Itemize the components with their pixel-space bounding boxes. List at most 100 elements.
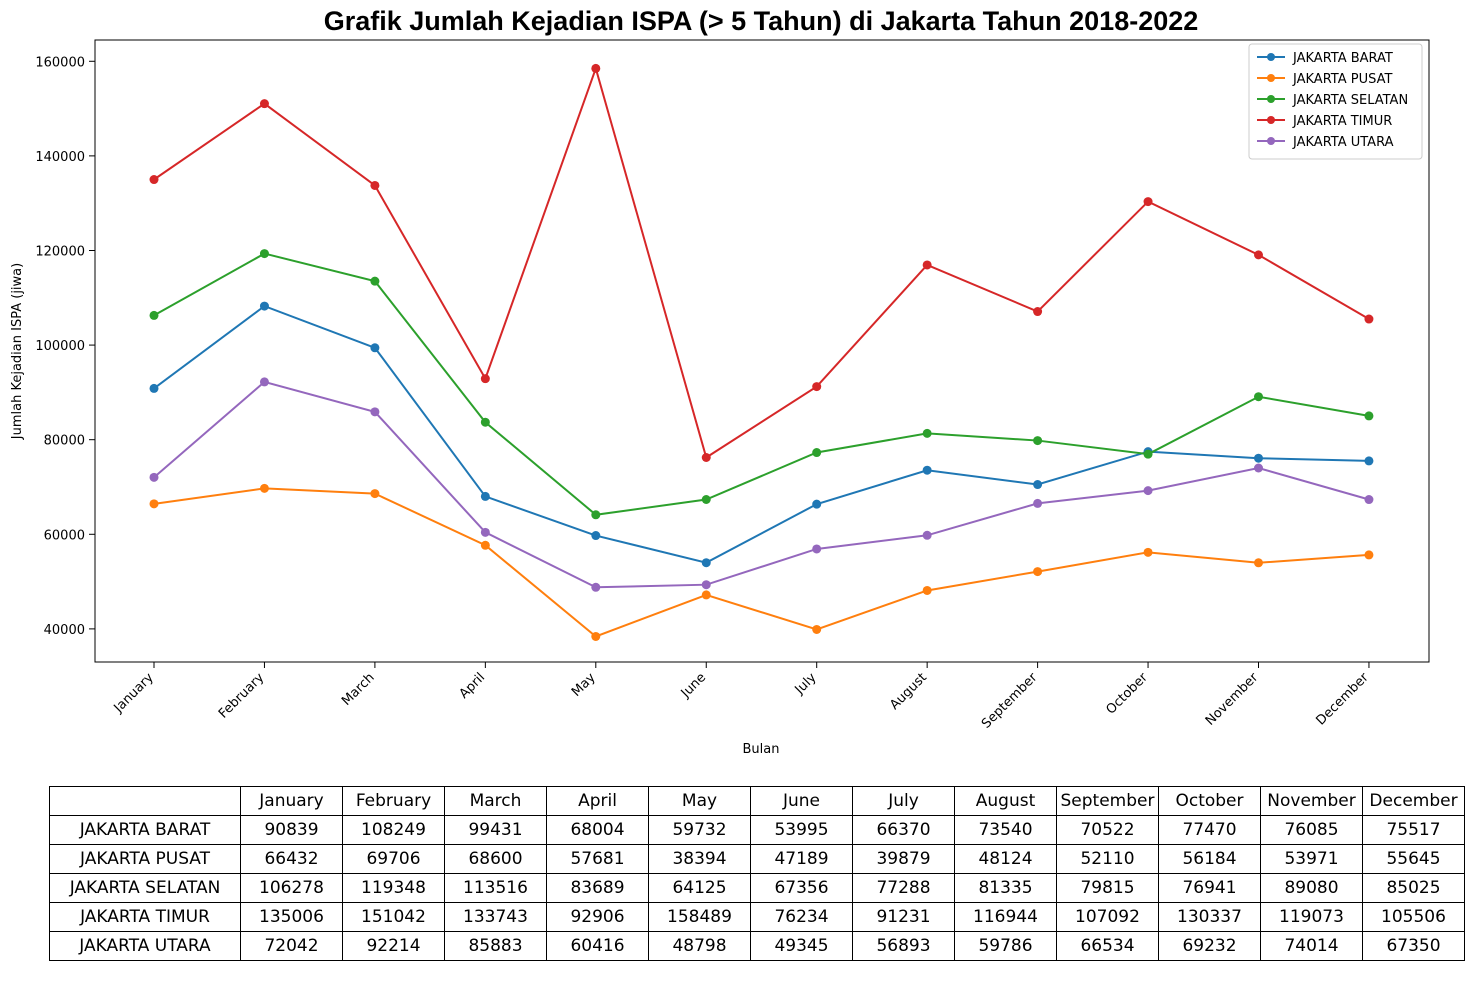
- table-cell: 85883: [444, 931, 547, 961]
- data-point: [1254, 453, 1263, 463]
- table-cell: 69706: [342, 844, 445, 874]
- data-point: [370, 180, 380, 190]
- table-cell: 64125: [648, 873, 751, 903]
- table-row-label: JAKARTA PUSAT: [49, 844, 241, 874]
- table-cell: 158489: [648, 902, 751, 932]
- table-cell: 75517: [1362, 815, 1465, 845]
- y-tick-label: 40000: [44, 623, 85, 638]
- series-jakarta-utara: [149, 377, 1374, 592]
- table-cell: 76085: [1260, 815, 1363, 845]
- x-tick-label: February: [216, 670, 268, 722]
- data-point: [259, 249, 269, 259]
- plot-frame: [94, 39, 1430, 663]
- table-cell: 72042: [240, 931, 343, 961]
- table-cell: 119073: [1260, 902, 1363, 932]
- table-cell: 106278: [240, 873, 343, 903]
- data-point: [1143, 449, 1153, 459]
- table-cell: 68004: [546, 815, 649, 845]
- table-row-label: JAKARTA UTARA: [49, 931, 241, 961]
- x-tick-label: January: [111, 670, 157, 716]
- y-tick-label: 80000: [44, 434, 85, 449]
- table-column-header: April: [546, 786, 649, 816]
- table-cell: 48124: [954, 844, 1057, 874]
- data-point: [812, 448, 822, 458]
- series-line: [153, 252, 1370, 516]
- data-point: [1254, 558, 1263, 568]
- table-cell: 68600: [444, 844, 547, 874]
- series-jakarta-selatan: [149, 249, 1374, 520]
- data-point: [149, 383, 159, 393]
- table-cell: 67356: [750, 873, 853, 903]
- x-axis-label: Bulan: [743, 742, 780, 757]
- data-point: [1143, 486, 1153, 496]
- legend-label: JAKARTA BARAT: [1292, 51, 1393, 66]
- data-point: [701, 580, 711, 590]
- series-line: [153, 65, 1370, 460]
- series-jakarta-timur: [149, 63, 1374, 463]
- table-cell: 79815: [1056, 873, 1159, 903]
- table-cell: 53971: [1260, 844, 1363, 874]
- legend-item: JAKARTA SELATAN: [1257, 93, 1408, 108]
- data-point: [370, 343, 380, 353]
- table-row-label: JAKARTA SELATAN: [49, 873, 241, 903]
- y-tick-label: 60000: [44, 528, 85, 543]
- legend: JAKARTA BARAT JAKARTA PUSAT JAKARTA SELATA…: [1248, 43, 1423, 160]
- y-tick-label: 160000: [35, 55, 85, 70]
- table-cell: 60416: [546, 931, 649, 961]
- table-row: JAKARTA TIMUR 135006 151042 133743 92906 1584…: [49, 902, 1465, 932]
- data-point: [480, 527, 490, 537]
- data-point: [259, 99, 269, 109]
- table-cell: 55645: [1362, 844, 1465, 874]
- data-point: [922, 530, 932, 540]
- data-point: [1033, 480, 1043, 490]
- table-cell: 57681: [546, 844, 649, 874]
- data-point: [1033, 567, 1043, 577]
- data-point: [149, 499, 159, 509]
- table-column-header: October: [1158, 786, 1261, 816]
- legend-item: JAKARTA BARAT: [1257, 51, 1393, 66]
- data-point: [1143, 197, 1153, 207]
- data-point: [591, 63, 601, 73]
- data-point: [1033, 307, 1043, 317]
- data-point: [701, 453, 711, 463]
- table-column-header: November: [1260, 786, 1363, 816]
- table-cell: 77470: [1158, 815, 1261, 845]
- x-tick-label: May: [569, 670, 599, 700]
- table-cell: 81335: [954, 873, 1057, 903]
- data-point: [812, 544, 822, 554]
- data-point: [1143, 547, 1153, 557]
- legend-swatch-marker: [1267, 53, 1275, 61]
- legend-swatch-marker: [1267, 74, 1275, 82]
- table-row: JAKARTA SELATAN 106278 119348 113516 83689 64…: [49, 873, 1465, 903]
- data-point: [701, 494, 711, 504]
- x-tick-label: July: [792, 670, 820, 698]
- table-cell: 113516: [444, 873, 547, 903]
- y-tick-label: 140000: [35, 150, 85, 165]
- table-cell: 91231: [852, 902, 955, 932]
- table-cell: 119348: [342, 873, 445, 903]
- data-table: January February March April May June July Augu…: [49, 786, 1465, 961]
- series-jakarta-pusat: [149, 483, 1374, 641]
- table-cell: 105506: [1362, 902, 1465, 932]
- data-point: [812, 382, 822, 392]
- table-column-header: February: [342, 786, 445, 816]
- legend-swatch-marker: [1267, 95, 1275, 103]
- series-line: [153, 487, 1370, 638]
- legend-label: JAKARTA PUSAT: [1292, 72, 1392, 87]
- series-layer: [149, 63, 1374, 641]
- y-tick-label: 100000: [35, 339, 85, 354]
- x-axis: January February March April May June July Augu…: [111, 662, 1372, 732]
- table-cell: 52110: [1056, 844, 1159, 874]
- x-tick-label: October: [1103, 670, 1151, 718]
- table-cell: 92906: [546, 902, 649, 932]
- table-row-label: JAKARTA BARAT: [49, 815, 241, 845]
- table-cell: 92214: [342, 931, 445, 961]
- table-cell: 90839: [240, 815, 343, 845]
- data-point: [259, 301, 269, 311]
- table-cell: 151042: [342, 902, 445, 932]
- x-tick-label: June: [678, 670, 709, 701]
- table-cell: 76941: [1158, 873, 1261, 903]
- data-point: [259, 483, 269, 493]
- legend-item: JAKARTA PUSAT: [1257, 72, 1392, 87]
- data-point: [922, 428, 932, 438]
